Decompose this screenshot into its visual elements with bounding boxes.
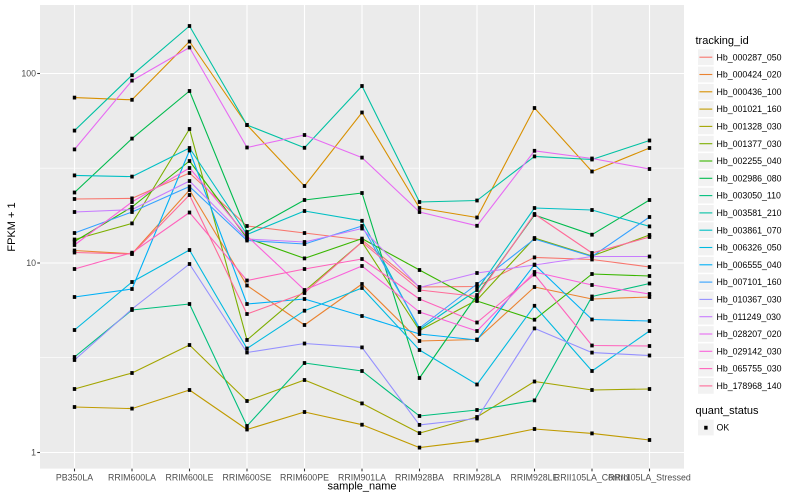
svg-text:Hb_003050_110: Hb_003050_110 (717, 191, 782, 201)
svg-text:RRIM928LA: RRIM928LA (453, 472, 501, 482)
svg-text:Hb_003581_210: Hb_003581_210 (717, 208, 782, 218)
svg-text:Hb_000436_100: Hb_000436_100 (717, 87, 782, 97)
svg-text:quant_status: quant_status (696, 405, 759, 417)
svg-text:100: 100 (21, 69, 36, 79)
svg-text:PB350LA: PB350LA (56, 472, 93, 482)
svg-text:Hb_029142_030: Hb_029142_030 (717, 346, 782, 356)
svg-text:RRIM600SE: RRIM600SE (223, 472, 272, 482)
svg-text:Hb_028207_020: Hb_028207_020 (717, 329, 782, 339)
svg-text:Hb_006555_040: Hb_006555_040 (717, 260, 782, 270)
svg-text:Hb_065755_030: Hb_065755_030 (717, 364, 782, 374)
svg-text:10: 10 (26, 258, 36, 268)
svg-text:RRIM928BA: RRIM928BA (395, 472, 444, 482)
svg-text:Hb_001021_160: Hb_001021_160 (717, 104, 782, 114)
svg-text:1: 1 (31, 448, 36, 458)
svg-text:RRIM600LA: RRIM600LA (108, 472, 156, 482)
svg-text:RRIM901LA: RRIM901LA (338, 472, 386, 482)
svg-text:RRIM928LE: RRIM928LE (511, 472, 559, 482)
svg-text:Hb_002255_040: Hb_002255_040 (717, 156, 782, 166)
svg-text:Hb_178968_140: Hb_178968_140 (717, 381, 782, 391)
svg-text:Hb_010367_030: Hb_010367_030 (717, 295, 782, 305)
svg-text:Hb_001328_030: Hb_001328_030 (717, 122, 782, 132)
svg-text:RRII105LA_Control: RRII105LA_Control (554, 472, 630, 482)
svg-text:Hb_002986_080: Hb_002986_080 (717, 173, 782, 183)
svg-text:Hb_011249_030: Hb_011249_030 (717, 312, 782, 322)
svg-text:FPKM + 1: FPKM + 1 (6, 202, 18, 251)
svg-text:RRIM600LE: RRIM600LE (166, 472, 214, 482)
svg-text:Hb_006326_050: Hb_006326_050 (717, 243, 782, 253)
svg-text:Hb_000424_020: Hb_000424_020 (717, 70, 782, 80)
svg-text:Hb_000287_050: Hb_000287_050 (717, 52, 782, 62)
svg-text:OK: OK (717, 423, 730, 433)
svg-text:RRIM600PE: RRIM600PE (280, 472, 329, 482)
svg-text:tracking_id: tracking_id (696, 35, 749, 47)
svg-text:Hb_003861_070: Hb_003861_070 (717, 225, 782, 235)
svg-text:RRII105LA_Stressed: RRII105LA_Stressed (608, 472, 691, 482)
svg-text:Hb_001377_030: Hb_001377_030 (717, 139, 782, 149)
svg-text:sample_name: sample_name (327, 481, 396, 493)
svg-text:Hb_007101_160: Hb_007101_160 (717, 277, 782, 287)
